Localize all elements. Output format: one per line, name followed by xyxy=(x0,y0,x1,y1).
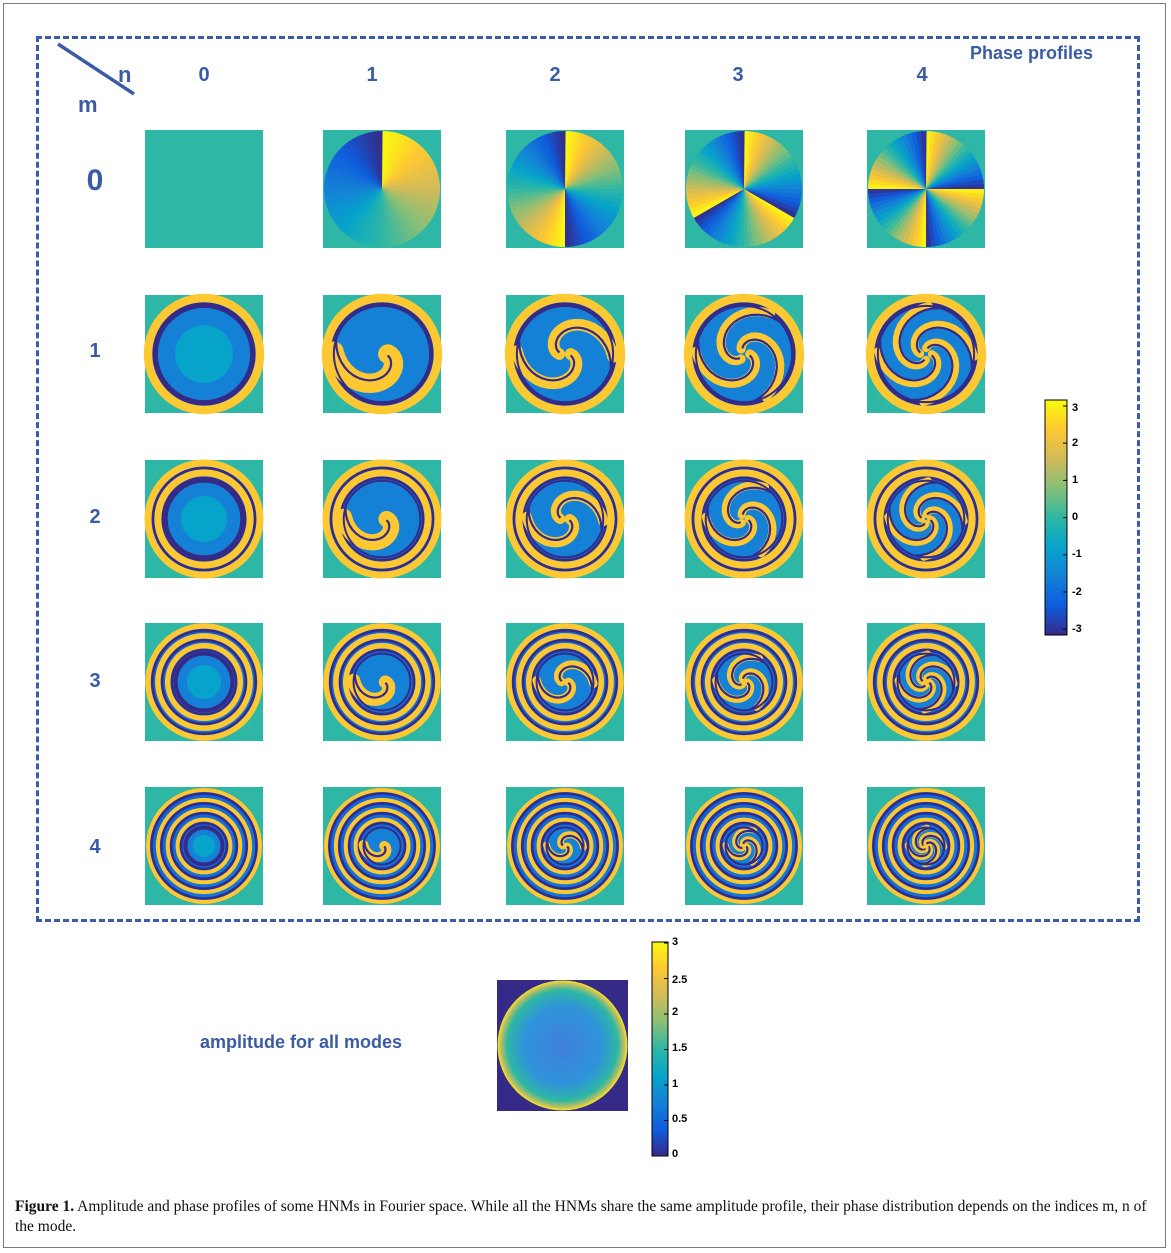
corner-diagonal-line xyxy=(57,42,135,96)
phase-tile-m2-n3 xyxy=(684,459,804,579)
col-label-4: 4 xyxy=(916,64,928,86)
phase-tile-m0-n3 xyxy=(685,130,803,248)
amp-cb-tick-6: 0 xyxy=(672,1148,679,1160)
phase-cb-tick-6: -3 xyxy=(1072,623,1082,635)
phase-tile-m2-n4 xyxy=(866,459,986,579)
phase-tile-m2-n1 xyxy=(322,459,442,579)
phase-tile-m2-n0 xyxy=(144,459,264,579)
amp-cb-tick-0: 3 xyxy=(672,936,679,948)
phase-tile-m3-n4 xyxy=(867,623,985,741)
corner-n-label: n xyxy=(118,62,132,87)
col-label-2: 2 xyxy=(549,64,561,86)
phase-tile-m4-n0 xyxy=(145,787,263,905)
col-label-1: 1 xyxy=(366,64,378,86)
caption-label: Figure 1. xyxy=(15,1198,75,1215)
phase-tile-m3-n0 xyxy=(145,623,263,741)
phase-tile-m4-n3 xyxy=(685,787,803,905)
phase-tile-m3-n1 xyxy=(323,623,441,741)
figure-caption: Figure 1. Amplitude and phase profiles o… xyxy=(15,1197,1155,1237)
figure-frame xyxy=(3,3,1166,1248)
amp-cb-tick-2: 2 xyxy=(672,1006,679,1018)
amp-cb-tick-4: 1 xyxy=(672,1078,679,1090)
caption-text: Amplitude and phase profiles of some HNM… xyxy=(15,1198,1147,1235)
amplitude-label: amplitude for all modes xyxy=(200,1032,403,1052)
phase-tile-m1-n2 xyxy=(504,293,626,415)
phase-profiles-box xyxy=(36,36,1140,922)
row-label-2: 2 xyxy=(89,506,101,528)
phase-cb-tick-2: 1 xyxy=(1072,474,1079,486)
amp-cb-tick-5: 0.5 xyxy=(672,1113,688,1125)
col-label-3: 3 xyxy=(732,64,744,86)
phase-tile-m0-n2 xyxy=(506,130,624,248)
phase-cb-tick-4: -1 xyxy=(1072,548,1082,560)
phase-tile-m1-n0 xyxy=(143,293,265,415)
phase-tile-m1-n1 xyxy=(321,293,443,415)
row-label-1: 1 xyxy=(89,340,101,362)
phase-cb-tick-1: 2 xyxy=(1072,437,1079,449)
phase-tile-m3-n3 xyxy=(685,623,803,741)
row-label-0: 0 xyxy=(86,164,104,197)
amp-cb-tick-1: 2.5 xyxy=(672,974,688,986)
col-label-0: 0 xyxy=(198,64,210,86)
corner-m-label: m xyxy=(78,92,98,117)
phase-tile-m1-n3 xyxy=(683,293,805,415)
phase-tile-m0-n0 xyxy=(145,130,263,248)
phase-cb-tick-3: 0 xyxy=(1072,511,1079,523)
phase-tile-m4-n4 xyxy=(867,787,985,905)
phase-tile-m0-n4 xyxy=(867,130,985,248)
phase-tile-m3-n2 xyxy=(506,623,624,741)
phase-tile-m4-n2 xyxy=(506,787,624,905)
phase-tile-m1-n4 xyxy=(865,293,987,415)
amp-cb-tick-3: 1.5 xyxy=(672,1042,688,1054)
row-label-3: 3 xyxy=(89,670,101,692)
phase-cb-tick-5: -2 xyxy=(1072,586,1082,598)
phase-cb-tick-0: 3 xyxy=(1072,402,1079,414)
phase-profiles-title: Phase profiles xyxy=(970,43,1094,63)
row-label-4: 4 xyxy=(89,836,101,858)
phase-tile-m4-n1 xyxy=(323,787,441,905)
amplitude-disk xyxy=(497,980,628,1111)
phase-tile-m2-n2 xyxy=(505,459,625,579)
phase-tile-m0-n1 xyxy=(323,130,441,248)
